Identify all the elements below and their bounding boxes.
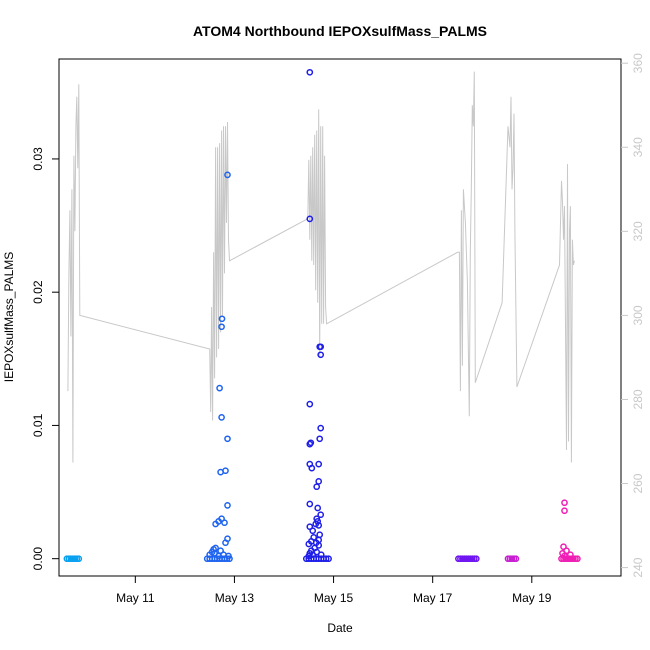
data-point xyxy=(561,499,568,507)
data-point xyxy=(315,460,323,468)
points-layer xyxy=(63,68,581,563)
secondary-series-line xyxy=(67,71,575,463)
data-point xyxy=(315,478,323,485)
x-tick-label: May 11 xyxy=(116,591,155,605)
y-tick-label: 0.00 xyxy=(31,547,45,571)
y-tick-label: 0.02 xyxy=(31,280,45,304)
y2-tick-label: 300 xyxy=(631,305,645,325)
data-point xyxy=(224,502,231,509)
data-point xyxy=(472,555,480,563)
y2-tick-label: 320 xyxy=(631,221,645,241)
data-point xyxy=(306,215,314,223)
data-point xyxy=(317,424,325,432)
data-point xyxy=(224,435,231,443)
chart-title: ATOM4 Northbound IEPOXsulfMass_PALMS xyxy=(193,23,487,39)
data-point xyxy=(306,500,314,508)
data-point xyxy=(218,315,226,323)
data-point xyxy=(306,68,314,76)
data-point xyxy=(317,551,325,559)
y2-tick-label: 340 xyxy=(631,137,645,157)
data-point xyxy=(310,534,318,541)
data-point xyxy=(75,555,83,563)
data-point xyxy=(314,504,322,512)
data-point xyxy=(224,535,231,543)
y-axis-left: 0.00 0.01 0.02 0.03 xyxy=(31,147,59,570)
data-point xyxy=(567,551,574,559)
data-point xyxy=(561,507,568,515)
data-point xyxy=(218,323,225,331)
x-axis: May 11 May 13 May 15 May 17 May 19 xyxy=(116,576,552,605)
data-point xyxy=(316,435,324,443)
data-point xyxy=(218,414,225,421)
y-axis-right: 240 260 280 300 320 340 360 xyxy=(621,53,645,578)
data-point xyxy=(314,518,322,525)
data-point xyxy=(306,460,314,468)
data-point xyxy=(315,522,323,529)
data-point xyxy=(309,527,317,535)
y2-tick-label: 280 xyxy=(631,389,645,409)
data-point xyxy=(216,384,223,392)
data-point xyxy=(560,543,567,551)
data-point xyxy=(574,555,581,563)
data-point xyxy=(561,552,568,560)
data-point xyxy=(221,519,228,527)
data-point xyxy=(317,351,325,359)
data-point xyxy=(322,555,330,563)
data-point xyxy=(225,552,232,560)
data-point xyxy=(212,544,219,552)
data-point xyxy=(306,400,314,408)
data-point xyxy=(313,483,321,491)
y-tick-label: 0.01 xyxy=(31,413,45,437)
data-point xyxy=(316,531,324,539)
secondary-line-layer xyxy=(67,71,575,463)
x-tick-label: May 15 xyxy=(314,591,354,605)
data-point xyxy=(224,171,231,179)
y2-tick-label: 240 xyxy=(631,557,645,577)
x-tick-label: May 13 xyxy=(215,591,255,605)
x-tick-label: May 17 xyxy=(413,591,453,605)
x-tick-label: May 19 xyxy=(512,591,552,605)
y-tick-label: 0.03 xyxy=(31,147,45,171)
data-point xyxy=(307,439,315,447)
data-point xyxy=(317,343,325,351)
data-point xyxy=(325,555,332,563)
y2-tick-label: 260 xyxy=(631,473,645,493)
data-point xyxy=(317,511,325,519)
y2-tick-label: 360 xyxy=(631,53,645,73)
data-point xyxy=(222,467,229,475)
y-axis-label: IEPOXsulfMass_PALMS xyxy=(2,252,16,383)
plot-frame xyxy=(58,58,622,577)
data-point xyxy=(512,555,520,563)
x-axis-label: Date xyxy=(327,621,353,635)
